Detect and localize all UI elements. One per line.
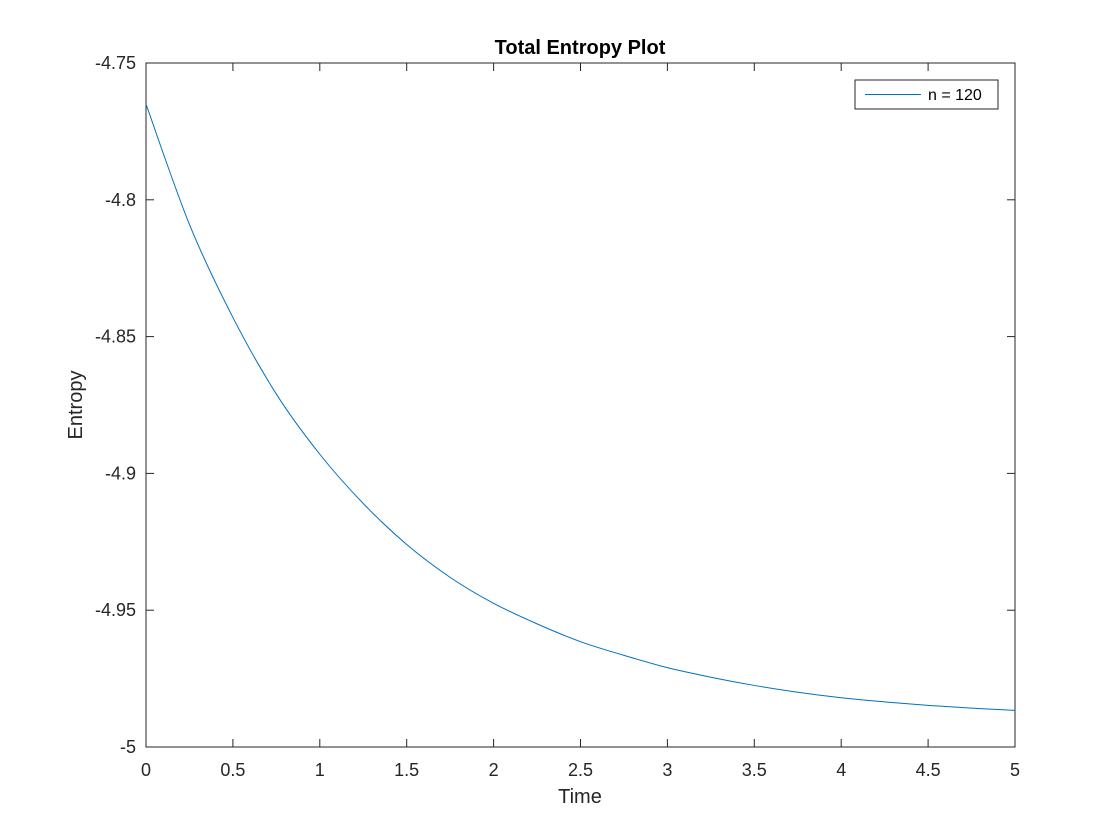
y-axis-ticks bbox=[146, 62, 1015, 748]
y-tick-label: -4.75 bbox=[95, 53, 136, 73]
x-tick-label: 4 bbox=[836, 760, 846, 780]
y-axis-label: Entropy bbox=[65, 371, 87, 440]
x-axis-label: Time bbox=[558, 786, 602, 808]
legend: n = 120 bbox=[854, 79, 999, 110]
x-tick-label: 3 bbox=[662, 760, 672, 780]
plot-area bbox=[145, 62, 1016, 748]
y-tick-label: -4.95 bbox=[95, 600, 136, 620]
series-line-0 bbox=[145, 103, 1016, 711]
x-axis-ticks bbox=[145, 63, 1016, 747]
x-tick-label: 0 bbox=[141, 760, 151, 780]
y-tick-label: -4.9 bbox=[105, 463, 136, 483]
x-tick-label: 1 bbox=[315, 760, 325, 780]
x-tick-label: 2 bbox=[489, 760, 499, 780]
x-tick-label: 1.5 bbox=[394, 760, 419, 780]
y-tick-label: -4.8 bbox=[105, 190, 136, 210]
legend-entry-label: n = 120 bbox=[928, 87, 982, 104]
y-tick-label: -4.85 bbox=[95, 327, 136, 347]
x-axis-tick-labels: 0 0.5 1 1.5 2 2.5 3 3.5 4 4.5 5 bbox=[141, 760, 1020, 780]
chart-title: Total Entropy Plot bbox=[495, 37, 666, 59]
x-tick-label: 3.5 bbox=[742, 760, 767, 780]
y-axis-tick-labels: -5 -4.95 -4.9 -4.85 -4.8 -4.75 bbox=[95, 53, 136, 757]
x-tick-label: 4.5 bbox=[916, 760, 941, 780]
x-tick-label: 5 bbox=[1010, 760, 1020, 780]
x-tick-label: 2.5 bbox=[568, 760, 593, 780]
series-group bbox=[145, 103, 1016, 711]
y-tick-label: -5 bbox=[120, 737, 136, 757]
x-tick-label: 0.5 bbox=[220, 760, 245, 780]
